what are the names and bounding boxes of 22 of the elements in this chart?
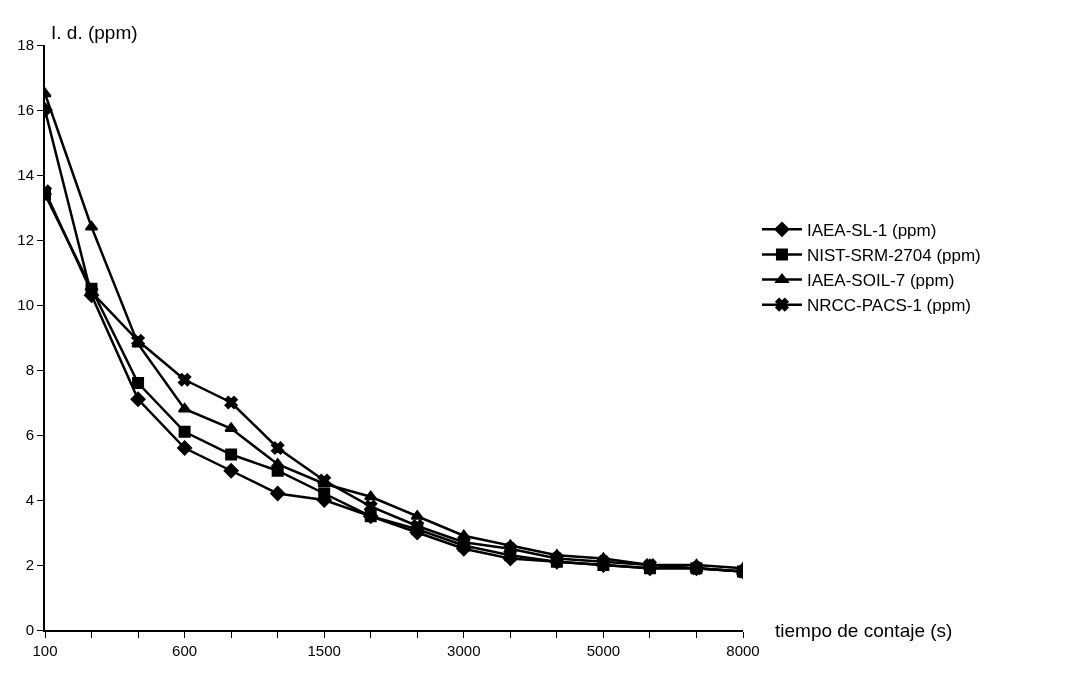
x-tick-label: 600 xyxy=(172,642,198,659)
y-axis-title: I. d. (ppm) xyxy=(51,22,138,43)
y-tick-label: 12 xyxy=(17,231,34,249)
y-tick-label: 16 xyxy=(17,101,34,119)
y-tick-label: 6 xyxy=(25,426,34,444)
legend-label: NRCC-PACS-1 (ppm) xyxy=(806,296,972,316)
x-tick-label: 3000 xyxy=(447,642,481,659)
y-tick-label: 18 xyxy=(17,36,34,54)
x-tick-label: 8000 xyxy=(726,642,760,659)
legend-label: IAEA-SOIL-7 (ppm) xyxy=(806,271,955,291)
x-tick-label: 5000 xyxy=(586,642,621,659)
x-tick-label: 100 xyxy=(32,642,58,659)
y-tick-label: 4 xyxy=(25,491,34,509)
legend-label: NIST-SRM-2704 (ppm) xyxy=(806,246,981,266)
x-axis-title: tiempo de contaje (s) xyxy=(775,620,953,641)
y-tick-label: 8 xyxy=(25,361,34,379)
y-tick-label: 0 xyxy=(25,621,34,639)
x-tick-label: 1500 xyxy=(307,642,341,659)
legend-label: IAEA-SL-1 (ppm) xyxy=(806,220,937,240)
y-tick-label: 2 xyxy=(25,556,34,574)
y-tick-label: 10 xyxy=(17,296,34,314)
y-tick-label: 14 xyxy=(17,166,34,184)
